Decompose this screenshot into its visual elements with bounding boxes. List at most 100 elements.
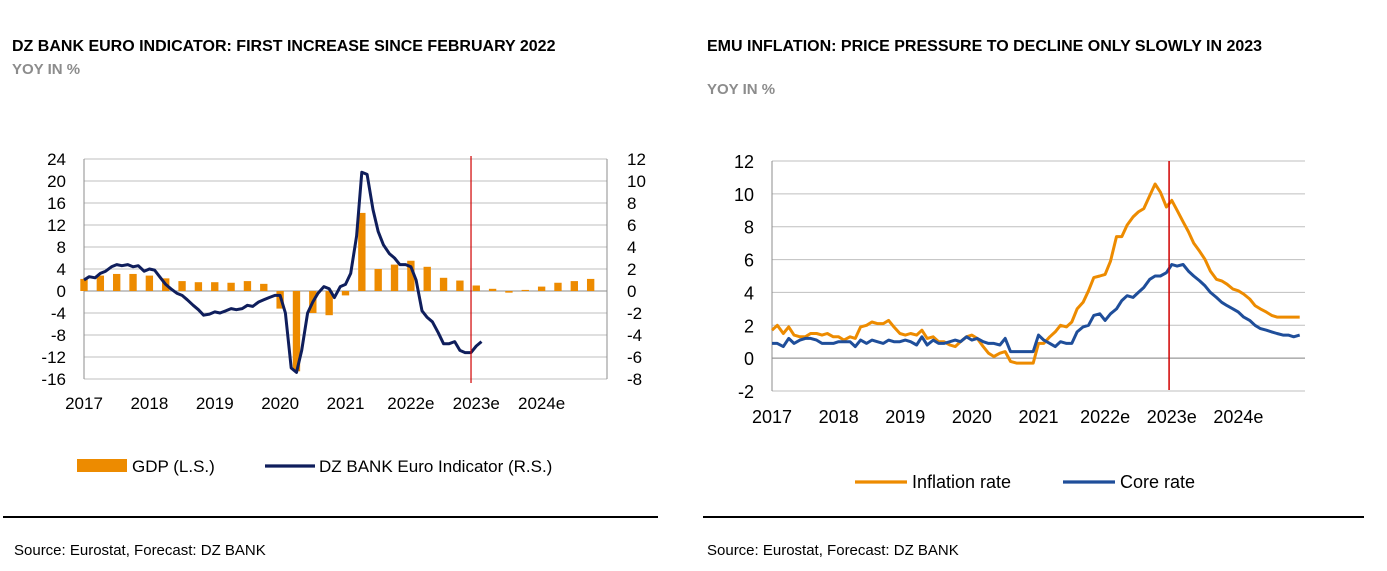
gdp-bar: [145, 275, 154, 291]
x-tick-label: 2017: [752, 407, 792, 427]
gdp-bar: [341, 291, 350, 296]
gdp-bar: [472, 285, 480, 291]
gdp-bar: [554, 282, 562, 291]
y-right-tick-label: -8: [627, 370, 642, 389]
x-tick-label: 2022e: [1080, 407, 1130, 427]
y-left-tick-label: 0: [57, 282, 66, 301]
legend-gdp-swatch: [77, 459, 127, 472]
y-right-tick-label: 2: [627, 260, 636, 279]
y-tick-label: 6: [744, 251, 754, 271]
x-tick-label: 2019: [885, 407, 925, 427]
y-left-tick-label: 8: [57, 238, 66, 257]
left-chart-y-axis-left: 24 20 16 12 8 4 0 -4 -8 -12 -16: [41, 150, 66, 389]
y-tick-label: 10: [734, 185, 754, 205]
right-divider: [703, 516, 1364, 518]
legend-inflation-label: Inflation rate: [912, 472, 1011, 492]
right-source: Source: Eurostat, Forecast: DZ BANK: [707, 542, 959, 559]
x-tick-label: 2018: [819, 407, 859, 427]
left-chart-indicator-line: [83, 170, 483, 374]
right-chart-y-axis: 12 10 8 6 4 2 0 -2: [734, 152, 754, 402]
right-chart-x-axis: 2017 2018 2019 2020 2021 2022e 2023e 2024e: [752, 161, 1305, 427]
gdp-bar: [96, 275, 105, 291]
x-tick-label: 2021: [1018, 407, 1058, 427]
left-chart-legend: GDP (L.S.) DZ BANK Euro Indicator (R.S.): [77, 457, 552, 476]
gdp-bar: [439, 277, 448, 291]
left-chart-grid: [84, 158, 607, 380]
y-right-tick-label: 4: [627, 238, 636, 257]
y-right-tick-label: 6: [627, 216, 636, 235]
y-tick-label: -2: [738, 382, 754, 402]
gdp-bar: [488, 288, 497, 291]
y-left-tick-label: 20: [47, 172, 66, 191]
y-right-tick-label: -4: [627, 326, 642, 345]
gdp-bar: [243, 281, 252, 291]
gdp-bar: [407, 260, 415, 291]
y-tick-label: 8: [744, 218, 754, 238]
gdp-bar: [129, 273, 137, 291]
y-right-tick-label: 0: [627, 282, 636, 301]
right-chart-grid: [772, 160, 1305, 392]
gdp-bar: [586, 278, 595, 291]
x-tick-label: 2020: [952, 407, 992, 427]
gdp-bar: [374, 269, 382, 291]
y-right-tick-label: -6: [627, 348, 642, 367]
indicator-line: [83, 170, 483, 374]
core-rate-line: [772, 263, 1301, 354]
gdp-bar: [292, 291, 301, 372]
x-tick-label: 2018: [130, 394, 168, 413]
right-chart-legend: Inflation rate Core rate: [855, 472, 1195, 492]
right-chart-subtitle: YOY IN %: [707, 81, 776, 98]
gdp-bar: [325, 291, 333, 316]
x-tick-label: 2019: [196, 394, 234, 413]
gdp-bar: [80, 278, 88, 291]
gdp-bar: [456, 280, 464, 291]
y-right-tick-label: 8: [627, 194, 636, 213]
x-tick-label: 2024e: [518, 394, 565, 413]
y-right-tick-label: -2: [627, 304, 642, 323]
y-left-tick-label: 4: [57, 260, 66, 279]
y-tick-label: 4: [744, 283, 754, 303]
legend-gdp-label: GDP (L.S.): [132, 457, 215, 476]
right-chart-lines: [770, 182, 1301, 365]
gdp-bar: [521, 289, 529, 291]
y-tick-label: 0: [744, 349, 754, 369]
x-tick-label: 2017: [65, 394, 103, 413]
right-chart-title: EMU INFLATION: PRICE PRESSURE TO DECLINE…: [707, 38, 1263, 55]
gdp-bar: [194, 282, 203, 291]
y-right-tick-label: 10: [627, 172, 646, 191]
y-tick-label: 2: [744, 316, 754, 336]
left-chart-title: DZ BANK EURO INDICATOR: FIRST INCREASE S…: [12, 38, 556, 55]
x-tick-label: 2021: [327, 394, 365, 413]
gdp-bar: [505, 291, 513, 293]
y-left-tick-label: 12: [47, 216, 66, 235]
left-chart-y-axis-right: 12 10 8 6 4 2 0 -2 -4 -6 -8: [627, 150, 646, 389]
gdp-bar: [390, 264, 399, 291]
legend-core-label: Core rate: [1120, 472, 1195, 492]
y-left-tick-label: -8: [51, 326, 66, 345]
y-right-tick-label: 12: [627, 150, 646, 169]
y-left-tick-label: -12: [41, 348, 66, 367]
gdp-bar: [423, 266, 431, 291]
left-chart-x-axis: 2017 2018 2019 2020 2021 2022e 2023e 2024e: [65, 159, 608, 413]
gdp-bar: [227, 282, 235, 291]
y-left-tick-label: -16: [41, 370, 66, 389]
legend-indicator-label: DZ BANK Euro Indicator (R.S.): [319, 457, 552, 476]
left-divider: [3, 516, 658, 518]
gdp-bar: [178, 281, 186, 291]
x-tick-label: 2023e: [1147, 407, 1197, 427]
x-tick-label: 2023e: [453, 394, 500, 413]
x-tick-label: 2020: [261, 394, 299, 413]
gdp-bar: [537, 286, 546, 291]
y-tick-label: 12: [734, 152, 754, 172]
y-left-tick-label: 16: [47, 194, 66, 213]
left-chart-subtitle: YOY IN %: [12, 61, 81, 78]
gdp-bar: [211, 282, 219, 291]
inflation-rate-line: [770, 182, 1300, 365]
gdp-bar: [113, 273, 121, 291]
x-tick-label: 2024e: [1213, 407, 1263, 427]
y-left-tick-label: 24: [47, 150, 66, 169]
gdp-bar: [358, 212, 366, 291]
x-tick-label: 2022e: [387, 394, 434, 413]
y-left-tick-label: -4: [51, 304, 66, 323]
